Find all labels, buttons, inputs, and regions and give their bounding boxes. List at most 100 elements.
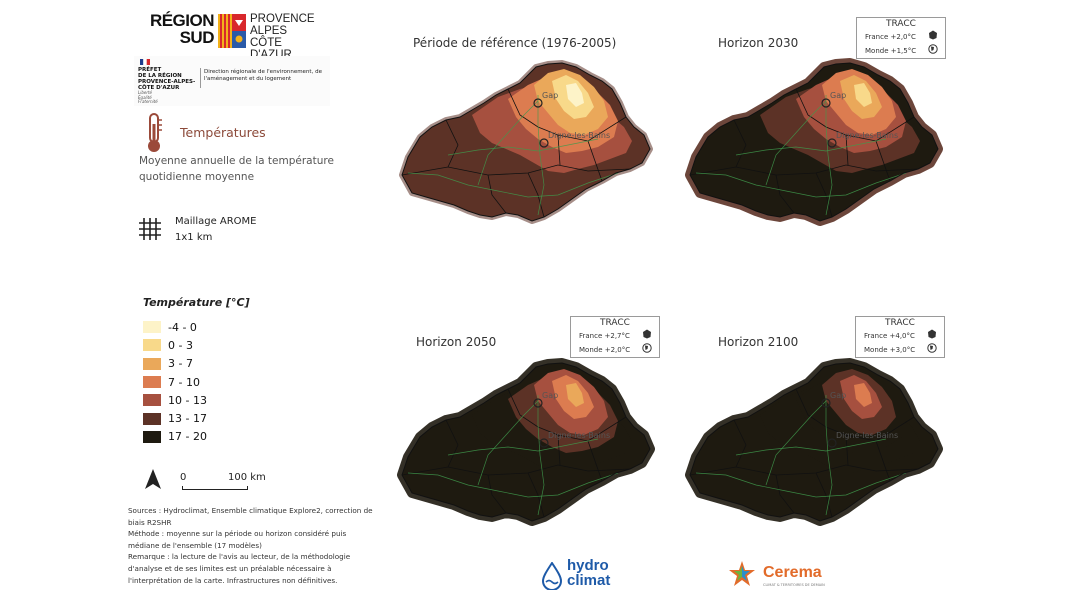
mesh-resolution: 1x1 km: [175, 232, 213, 243]
tracc-header: TRACC: [886, 19, 916, 29]
department-border: [775, 474, 795, 514]
city-label: Digne-les-Bains: [836, 431, 898, 440]
north-arrow-icon: [145, 469, 161, 489]
department-border: [507, 88, 627, 142]
scale-end: 100 km: [228, 472, 266, 483]
road-network: [407, 172, 619, 198]
department-border: [487, 474, 507, 514]
region-border: [401, 62, 651, 222]
region-border: [689, 62, 939, 222]
road-network: [735, 138, 887, 156]
region-shield-icon: [218, 14, 246, 48]
tracc-header: TRACC: [600, 318, 630, 328]
road-network: [447, 138, 599, 156]
department-border: [845, 134, 849, 166]
department-border: [587, 140, 603, 182]
city-marker: [821, 98, 831, 108]
road-network: [695, 172, 907, 198]
legend-swatch: [143, 339, 161, 352]
legend-label: 3 - 7: [168, 357, 193, 371]
region-logo-line1: RÉGION: [149, 11, 215, 30]
city-marker: [827, 138, 837, 148]
map-2100: Gap Digne-les-Bains: [685, 358, 943, 526]
region-paca-text: PROVENCE ALPES CÔTE D'AZUR: [250, 13, 322, 61]
dreal-text: Direction régionale de l'environnement, …: [204, 69, 322, 82]
department-border: [557, 434, 561, 466]
paca-line2: ALPES: [250, 25, 288, 37]
cerema-star-icon: [729, 561, 755, 586]
region-sud-logo: RÉGION SUD PROVENCE ALPES CÔTE D'AZUR: [142, 11, 322, 61]
legend: -4 - 0 0 - 3 3 - 7 7 - 10 10 - 13 13 - 1…: [143, 318, 207, 446]
tracc-box-2030: TRACC France +2,0°C Monde +1,5°C: [856, 17, 946, 59]
department-border: [733, 419, 747, 468]
tracc-box-2100: TRACC France +4,0°C Monde +3,0°C: [855, 316, 945, 358]
road-network: [407, 472, 619, 498]
road-network: [477, 100, 539, 186]
map-reference: Gap Digne-les-Bains: [399, 60, 653, 224]
prefet-separator: [200, 68, 201, 88]
city-label: Gap: [542, 391, 558, 400]
mesh-name: Maillage AROME: [175, 216, 257, 227]
tracc-monde: Monde +1,5°C: [865, 47, 917, 55]
legend-label: 17 - 20: [168, 430, 207, 444]
france-map-icon: [643, 329, 651, 339]
road-network: [537, 395, 545, 516]
road-network: [825, 95, 833, 216]
theme-title: Températures: [180, 125, 266, 140]
map-2030: Gap Digne-les-Bains: [685, 58, 943, 226]
department-border: [507, 388, 627, 442]
panel-title-2100: Horizon 2100: [718, 335, 799, 349]
legend-swatch: [143, 412, 161, 425]
department-border: [733, 119, 747, 168]
department-border: [527, 472, 545, 518]
tracc-box-2050: TRACC France +2,7°C Monde +2,0°C: [570, 316, 660, 358]
panel-title-2030: Horizon 2030: [718, 36, 799, 50]
department-border: [795, 88, 915, 142]
road-network: [537, 95, 545, 216]
region-border: [401, 362, 651, 522]
thermometer-icon: [148, 113, 162, 152]
mesh-label: Maillage AROME 1x1 km: [175, 214, 257, 246]
department-border: [795, 388, 915, 442]
tracc-header: TRACC: [885, 318, 915, 328]
legend-label: 0 - 3: [168, 338, 193, 352]
hydro-line2: climat: [567, 572, 611, 589]
cerema-logo: Cerema CLIMAT & TERRITOIRES DE DEMAIN: [727, 558, 837, 590]
tracc-france: France +2,7°C: [579, 332, 630, 340]
tracc-france: France +2,0°C: [865, 33, 916, 41]
city-label: Digne-les-Bains: [548, 131, 610, 140]
department-border: [845, 434, 849, 466]
legend-swatch: [143, 430, 161, 443]
city-marker: [539, 438, 549, 448]
region-logo-line2: SUD: [179, 28, 215, 47]
department-border: [815, 472, 833, 518]
department-border: [487, 174, 507, 214]
department-border: [875, 440, 891, 482]
city-label: Gap: [542, 91, 558, 100]
road-network: [765, 100, 827, 186]
prefet-logo: PRÉFET DE LA RÉGION PROVENCE-ALPES- CÔTE…: [134, 56, 330, 106]
grid-icon: [139, 218, 161, 240]
department-border: [775, 174, 795, 214]
city-label: Gap: [830, 91, 846, 100]
department-border: [527, 172, 545, 218]
city-marker: [827, 438, 837, 448]
city-marker: [533, 398, 543, 408]
temperature-zone: [566, 383, 584, 407]
legend-item: -4 - 0: [143, 318, 207, 336]
water-drop-icon: [542, 562, 562, 590]
city-label: Digne-les-Bains: [548, 431, 610, 440]
temperature-zone: [854, 83, 872, 107]
department-border: [587, 440, 603, 482]
legend-item: 13 - 17: [143, 409, 207, 427]
legend-label: 7 - 10: [168, 375, 200, 389]
city-marker: [821, 398, 831, 408]
paca-line1: PROVENCE: [250, 13, 315, 25]
road-network: [695, 472, 907, 498]
tracc-monde: Monde +2,0°C: [579, 346, 631, 354]
legend-label: 13 - 17: [168, 412, 207, 426]
road-network: [477, 400, 539, 486]
cerema-subtitle: CLIMAT & TERRITOIRES DE DEMAIN: [763, 583, 825, 587]
devise-text: Liberté Égalité Fraternité: [138, 90, 158, 104]
department-border: [445, 119, 459, 168]
